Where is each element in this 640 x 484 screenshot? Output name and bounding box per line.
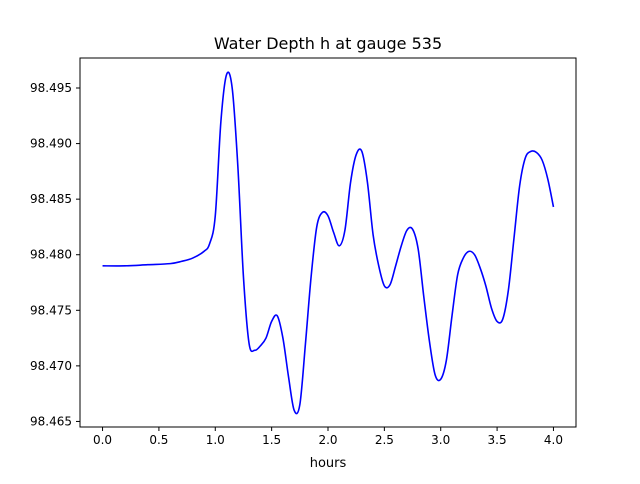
chart-title: Water Depth h at gauge 535 [214, 34, 442, 53]
y-tick-label: 98.495 [30, 81, 72, 95]
y-tick-label: 98.470 [30, 359, 72, 373]
x-tick-label: 2.0 [318, 433, 337, 447]
y-tick-label: 98.480 [30, 248, 72, 262]
x-axis-label: hours [310, 456, 347, 471]
x-tick-label: 4.0 [544, 433, 563, 447]
x-tick-label: 1.5 [262, 433, 281, 447]
x-tick-label: 0.0 [93, 433, 112, 447]
x-tick-label: 3.5 [488, 433, 507, 447]
plot-area: 0.0 0.5 1.0 1.5 2.0 2.5 3.0 3.5 4.0 98.465 98.470 9… [30, 57, 577, 447]
plot-frame [79, 57, 577, 428]
y-tick-label: 98.485 [30, 192, 72, 206]
y-tick-label: 98.490 [30, 137, 72, 151]
y-tick-label: 98.475 [30, 303, 72, 317]
x-tick-label: 1.0 [206, 433, 225, 447]
x-tick-label: 2.5 [375, 433, 394, 447]
y-tick-label: 98.465 [30, 414, 72, 428]
series-line-0 [102, 71, 555, 415]
x-tick-label: 3.0 [431, 433, 450, 447]
x-tick-label: 0.5 [149, 433, 168, 447]
